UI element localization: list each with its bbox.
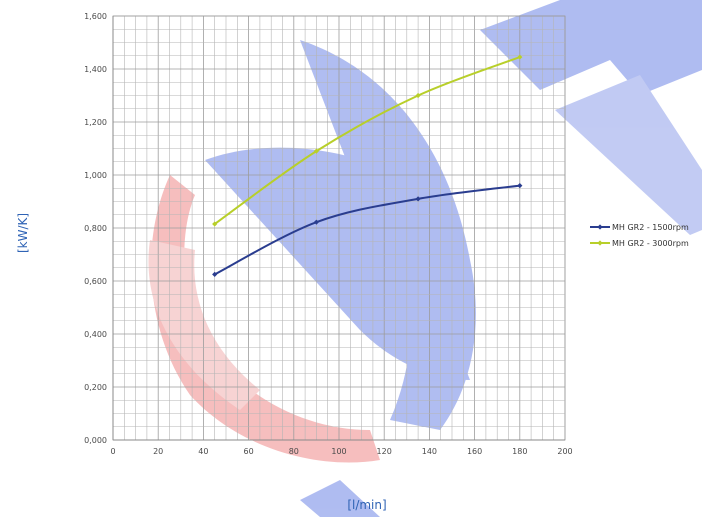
x-tick-label: 140 [422,447,437,456]
x-tick-label: 180 [512,447,527,456]
series-2-point [313,148,319,154]
y-tick-label: 1,200 [84,118,107,127]
chart-grid [112,15,566,441]
x-tick-label: 200 [557,447,572,456]
series-2-point [212,221,218,227]
series-1-point [517,183,523,189]
y-tick-label: 1,000 [84,171,107,180]
x-axis-title: [l/min] [347,498,386,512]
series-1-point [313,219,319,225]
series-1-point [415,196,421,202]
x-tick-label: 40 [198,447,208,456]
x-tick-label: 20 [153,447,163,456]
series-2-point [415,92,421,99]
y-tick-label: 0,200 [84,383,107,392]
series-2-point [517,54,523,60]
y-tick-label: 0,600 [84,277,107,286]
x-tick-label: 120 [377,447,392,456]
series-line-1 [214,184,520,276]
y-axis-ticks: 0,000 0,200 0,400 0,600 0,800 1,000 1,200 1,400… [84,12,107,445]
y-tick-label: 0,800 [84,224,107,233]
y-tick-label: 1,400 [84,65,107,74]
y-axis-title: [kW/K] [16,213,30,253]
series-1-point [212,271,218,277]
series-line-2 [214,56,521,225]
legend-label: MH GR2 - 1500rpm [612,223,689,232]
x-axis-ticks: 0 20 40 60 80 100 120 140 160 180 200 [110,447,572,456]
legend-marker [597,224,603,230]
watermark-logo [148,0,702,517]
chart-legend: MH GR2 - 1500rpm MH GR2 - 3000rpm [590,223,689,248]
legend-label: MH GR2 - 3000rpm [612,239,689,248]
chart-axes [112,16,565,441]
x-tick-label: 100 [331,447,346,456]
y-tick-label: 0,400 [84,330,107,339]
legend-marker [597,240,603,246]
series-layer [212,54,523,277]
x-tick-label: 0 [110,447,115,456]
x-tick-label: 160 [467,447,482,456]
x-tick-label: 80 [289,447,299,456]
y-tick-label: 0,000 [84,436,107,445]
x-tick-label: 60 [244,447,254,456]
y-tick-label: 1,600 [84,12,107,21]
